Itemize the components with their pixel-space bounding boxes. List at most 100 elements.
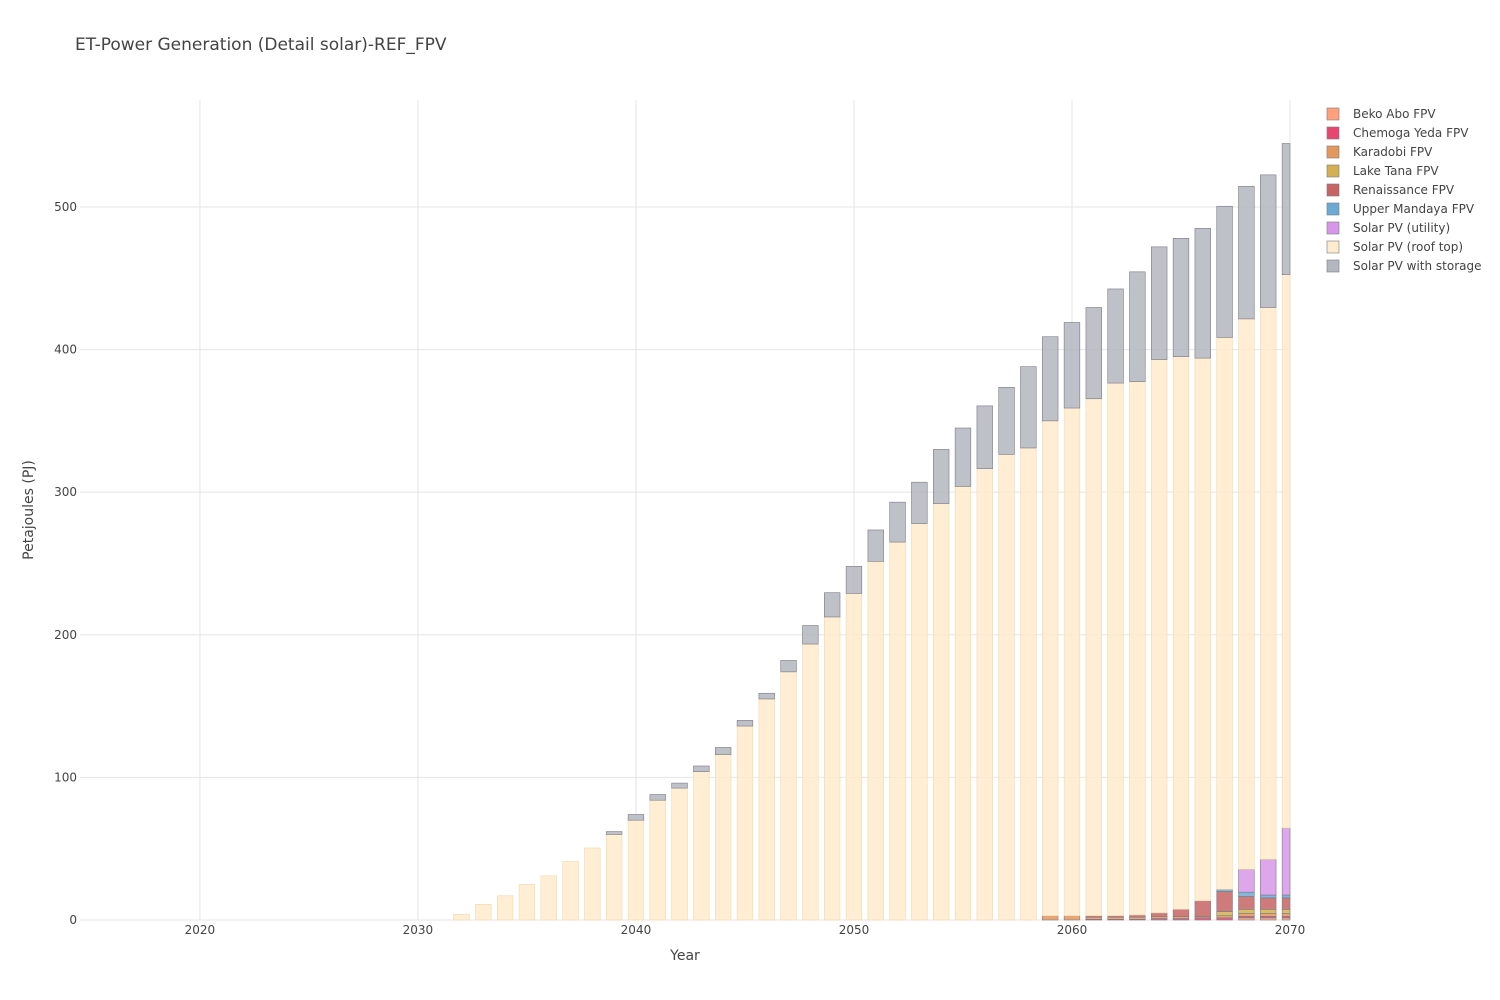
bar-segment[interactable] <box>736 720 754 727</box>
bar-segment[interactable] <box>715 754 732 921</box>
bar-segment[interactable] <box>1260 894 1277 899</box>
bar-segment[interactable] <box>1216 337 1233 890</box>
bar-segment[interactable] <box>1260 913 1277 917</box>
bar-segment[interactable] <box>976 405 993 469</box>
bar-segment[interactable] <box>1281 827 1291 896</box>
bar-segment[interactable] <box>933 449 950 504</box>
bar-segment[interactable] <box>1281 917 1291 921</box>
bar-segment[interactable] <box>933 503 950 921</box>
bar-segment[interactable] <box>1260 909 1277 914</box>
bar-segment[interactable] <box>1281 894 1291 899</box>
bar-segment[interactable] <box>824 592 841 618</box>
bar-segment[interactable] <box>605 831 623 835</box>
bar-segment[interactable] <box>1260 859 1277 896</box>
bar-segment[interactable] <box>1042 420 1059 917</box>
bar-segment[interactable] <box>715 747 732 755</box>
bar-segment[interactable] <box>911 481 928 524</box>
bar-segment[interactable] <box>1238 909 1255 914</box>
legend-item[interactable]: Solar PV (utility) <box>1326 221 1450 235</box>
bar-segment[interactable] <box>780 660 797 673</box>
bar-segment[interactable] <box>1194 228 1211 359</box>
bar-segment[interactable] <box>954 427 972 487</box>
bar-segment[interactable] <box>1085 398 1102 917</box>
bar-segment[interactable] <box>1020 366 1037 449</box>
bar-segment[interactable] <box>1281 274 1291 829</box>
bar-segment[interactable] <box>627 814 645 821</box>
legend[interactable]: Beko Abo FPV Chemoga Yeda FPV Karadobi FPV… <box>1326 107 1482 273</box>
bar-segment[interactable] <box>475 904 492 921</box>
bar-segment[interactable] <box>1260 917 1277 921</box>
legend-item[interactable]: Chemoga Yeda FPV <box>1326 126 1469 140</box>
bar-segment[interactable] <box>1085 307 1102 400</box>
bar-segment[interactable] <box>867 529 884 562</box>
bar-segment[interactable] <box>889 541 906 921</box>
bar-segment[interactable] <box>998 454 1015 921</box>
bar-segment[interactable] <box>496 895 514 921</box>
legend-item[interactable]: Karadobi FPV <box>1326 145 1433 159</box>
bar-segment[interactable] <box>1129 271 1146 382</box>
bar-segment[interactable] <box>1172 909 1190 917</box>
bar-segment[interactable] <box>562 861 579 921</box>
bar-segment[interactable] <box>1172 238 1190 357</box>
bar-segment[interactable] <box>605 834 623 921</box>
legend-item[interactable]: Solar PV with storage <box>1326 259 1482 273</box>
legend-item[interactable]: Upper Mandaya FPV <box>1326 202 1475 216</box>
bar-segment[interactable] <box>1020 447 1037 921</box>
bar-segment[interactable] <box>889 501 906 543</box>
bar-segment[interactable] <box>671 782 688 789</box>
bar-segment[interactable] <box>1063 407 1081 917</box>
bar-segment[interactable] <box>1216 889 1233 892</box>
bar-segment[interactable] <box>1085 916 1102 920</box>
bar-segment[interactable] <box>1063 915 1081 921</box>
bar-segment[interactable] <box>649 794 666 801</box>
bar-segment[interactable] <box>1238 913 1255 917</box>
bar-segment[interactable] <box>802 625 819 645</box>
bar-segment[interactable] <box>1238 891 1255 897</box>
bar-segment[interactable] <box>1260 897 1277 910</box>
bar-segment[interactable] <box>1172 356 1190 910</box>
bar-segment[interactable] <box>1129 914 1146 918</box>
bar-segment[interactable] <box>780 671 797 921</box>
bar-segment[interactable] <box>1216 891 1233 912</box>
bar-segment[interactable] <box>1216 915 1233 919</box>
legend-item[interactable]: Lake Tana FPV <box>1326 164 1439 178</box>
bar-segment[interactable] <box>1238 896 1255 910</box>
bar-segment[interactable] <box>1151 916 1168 919</box>
bar-segment[interactable] <box>671 787 688 921</box>
bar-segment[interactable] <box>1238 318 1255 870</box>
bar-segment[interactable] <box>693 771 710 921</box>
bar-segment[interactable] <box>736 725 754 921</box>
bar-segment[interactable] <box>1260 307 1277 860</box>
bar-segment[interactable] <box>540 875 557 921</box>
bar-segment[interactable] <box>1238 917 1255 921</box>
bar-segment[interactable] <box>1260 174 1277 308</box>
bar-segment[interactable] <box>1281 897 1291 910</box>
bar-segment[interactable] <box>627 819 645 921</box>
bar-segment[interactable] <box>1238 869 1255 893</box>
bar-segment[interactable] <box>1194 900 1211 917</box>
bar-segment[interactable] <box>1281 143 1291 275</box>
bar-segment[interactable] <box>1129 381 1146 916</box>
bar-segment[interactable] <box>1107 288 1124 384</box>
bar-segment[interactable] <box>1107 916 1124 920</box>
bar-segment[interactable] <box>1042 915 1059 921</box>
bar-segment[interactable] <box>518 884 536 921</box>
bar-segment[interactable] <box>998 387 1015 455</box>
bar-segment[interactable] <box>976 468 993 921</box>
bar-segment[interactable] <box>584 847 601 921</box>
bar-segment[interactable] <box>1151 912 1168 917</box>
bar-segment[interactable] <box>1216 911 1233 917</box>
bar-segment[interactable] <box>453 913 470 921</box>
bar-segment[interactable] <box>1194 917 1211 921</box>
bar-segment[interactable] <box>1151 246 1168 360</box>
bar-segment[interactable] <box>1281 909 1291 914</box>
bar-segment[interactable] <box>1063 322 1081 409</box>
bar-segment[interactable] <box>758 692 775 700</box>
bar-segment[interactable] <box>911 523 928 921</box>
bar-segment[interactable] <box>1151 359 1168 914</box>
bar-segment[interactable] <box>867 561 884 921</box>
legend-item[interactable]: Beko Abo FPV <box>1326 107 1436 121</box>
bar-segment[interactable] <box>1194 357 1211 902</box>
bar-segment[interactable] <box>1216 205 1233 338</box>
bar-segment[interactable] <box>802 643 819 921</box>
